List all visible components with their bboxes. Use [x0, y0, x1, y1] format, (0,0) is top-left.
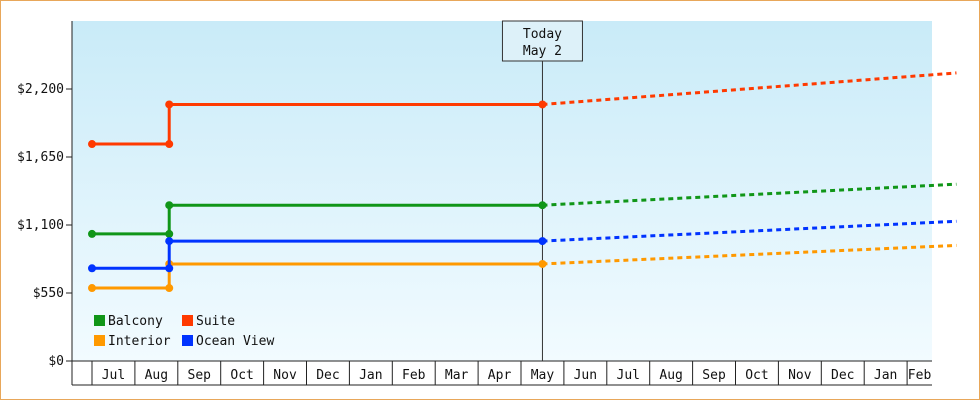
- data-point: [165, 237, 174, 246]
- x-axis: Jul Aug Sep Oct Nov Dec Jan Feb Mar Apr May Jun Jul A…: [72, 360, 932, 386]
- legend-swatch: [94, 315, 105, 326]
- x-month-label: Oct: [745, 368, 768, 383]
- x-month-label: Jul: [102, 368, 125, 383]
- x-month-label: Dec: [831, 368, 854, 383]
- x-month-label: Aug: [145, 368, 168, 383]
- x-month-label: Apr: [488, 368, 512, 383]
- today-label-box: [501, 20, 583, 62]
- data-point: [165, 100, 174, 109]
- data-point: [538, 259, 547, 268]
- data-point: [88, 264, 96, 273]
- data-point: [538, 237, 547, 246]
- data-point: [165, 201, 174, 210]
- legend-swatch: [182, 315, 193, 326]
- series-balcony: [88, 182, 957, 238]
- x-month-label: Jan: [874, 368, 897, 383]
- series-suite: [88, 71, 957, 149]
- series-line-ocean-view: [92, 239, 543, 270]
- data-point: [88, 140, 96, 149]
- legend-label: Interior: [108, 334, 171, 349]
- series-ocean-view: [88, 219, 957, 273]
- x-month-label: Sep: [188, 368, 212, 383]
- series-interior: [88, 243, 957, 293]
- today-date-label: May 2: [523, 44, 562, 59]
- data-point: [88, 229, 96, 238]
- data-point: [538, 100, 547, 109]
- legend-swatch: [94, 335, 105, 346]
- today-marker: Today May 2: [501, 20, 583, 361]
- series-projection-suite: [542, 71, 957, 106]
- x-month-label: Nov: [273, 368, 297, 383]
- plot-area: [72, 21, 932, 361]
- x-month-label: Jun: [574, 368, 597, 383]
- series-projection-ocean-view: [542, 219, 957, 243]
- legend: Balcony Suite Interior Ocean View: [94, 314, 274, 349]
- x-month-label: Jan: [359, 368, 382, 383]
- series-projection-interior: [542, 243, 957, 266]
- x-month-label: Sep: [702, 368, 726, 383]
- y-tick-label: $2,200: [17, 82, 64, 97]
- data-point: [88, 284, 96, 293]
- data-point: [165, 284, 174, 293]
- x-month-label: Mar: [445, 368, 469, 383]
- series-projection-balcony: [542, 182, 957, 207]
- x-month-label: Dec: [316, 368, 339, 383]
- x-month-label: Jul: [617, 368, 640, 383]
- x-month-label: Feb: [402, 368, 426, 383]
- y-tick-label: $0: [48, 354, 64, 369]
- y-tick-label: $1,100: [17, 218, 64, 233]
- today-label: Today: [523, 27, 562, 42]
- legend-label: Ocean View: [196, 334, 274, 349]
- y-tick-label: $550: [33, 286, 64, 301]
- x-month-label: May: [531, 368, 555, 383]
- x-month-label: Aug: [659, 368, 682, 383]
- legend-item-suite: Suite: [182, 314, 235, 329]
- data-point: [538, 201, 547, 210]
- series-line-interior: [92, 262, 543, 290]
- legend-item-interior: Interior: [94, 334, 171, 349]
- x-month-label: Oct: [230, 368, 253, 383]
- legend-label: Suite: [196, 314, 235, 329]
- y-axis: $0 $550 $1,100 $1,650 $2,200: [17, 21, 73, 385]
- data-point: [165, 229, 174, 238]
- x-month-label: Feb: [908, 368, 932, 383]
- y-tick-label: $1,650: [17, 150, 64, 165]
- x-month-label: Nov: [788, 368, 812, 383]
- series-line-balcony: [92, 203, 543, 236]
- series-group: [88, 71, 957, 293]
- legend-item-balcony: Balcony: [94, 314, 163, 329]
- legend-label: Balcony: [108, 314, 163, 329]
- legend-item-ocean-view: Ocean View: [182, 334, 274, 349]
- legend-swatch: [182, 335, 193, 346]
- data-point: [165, 264, 174, 273]
- series-line-suite: [92, 102, 543, 146]
- data-point: [165, 140, 174, 149]
